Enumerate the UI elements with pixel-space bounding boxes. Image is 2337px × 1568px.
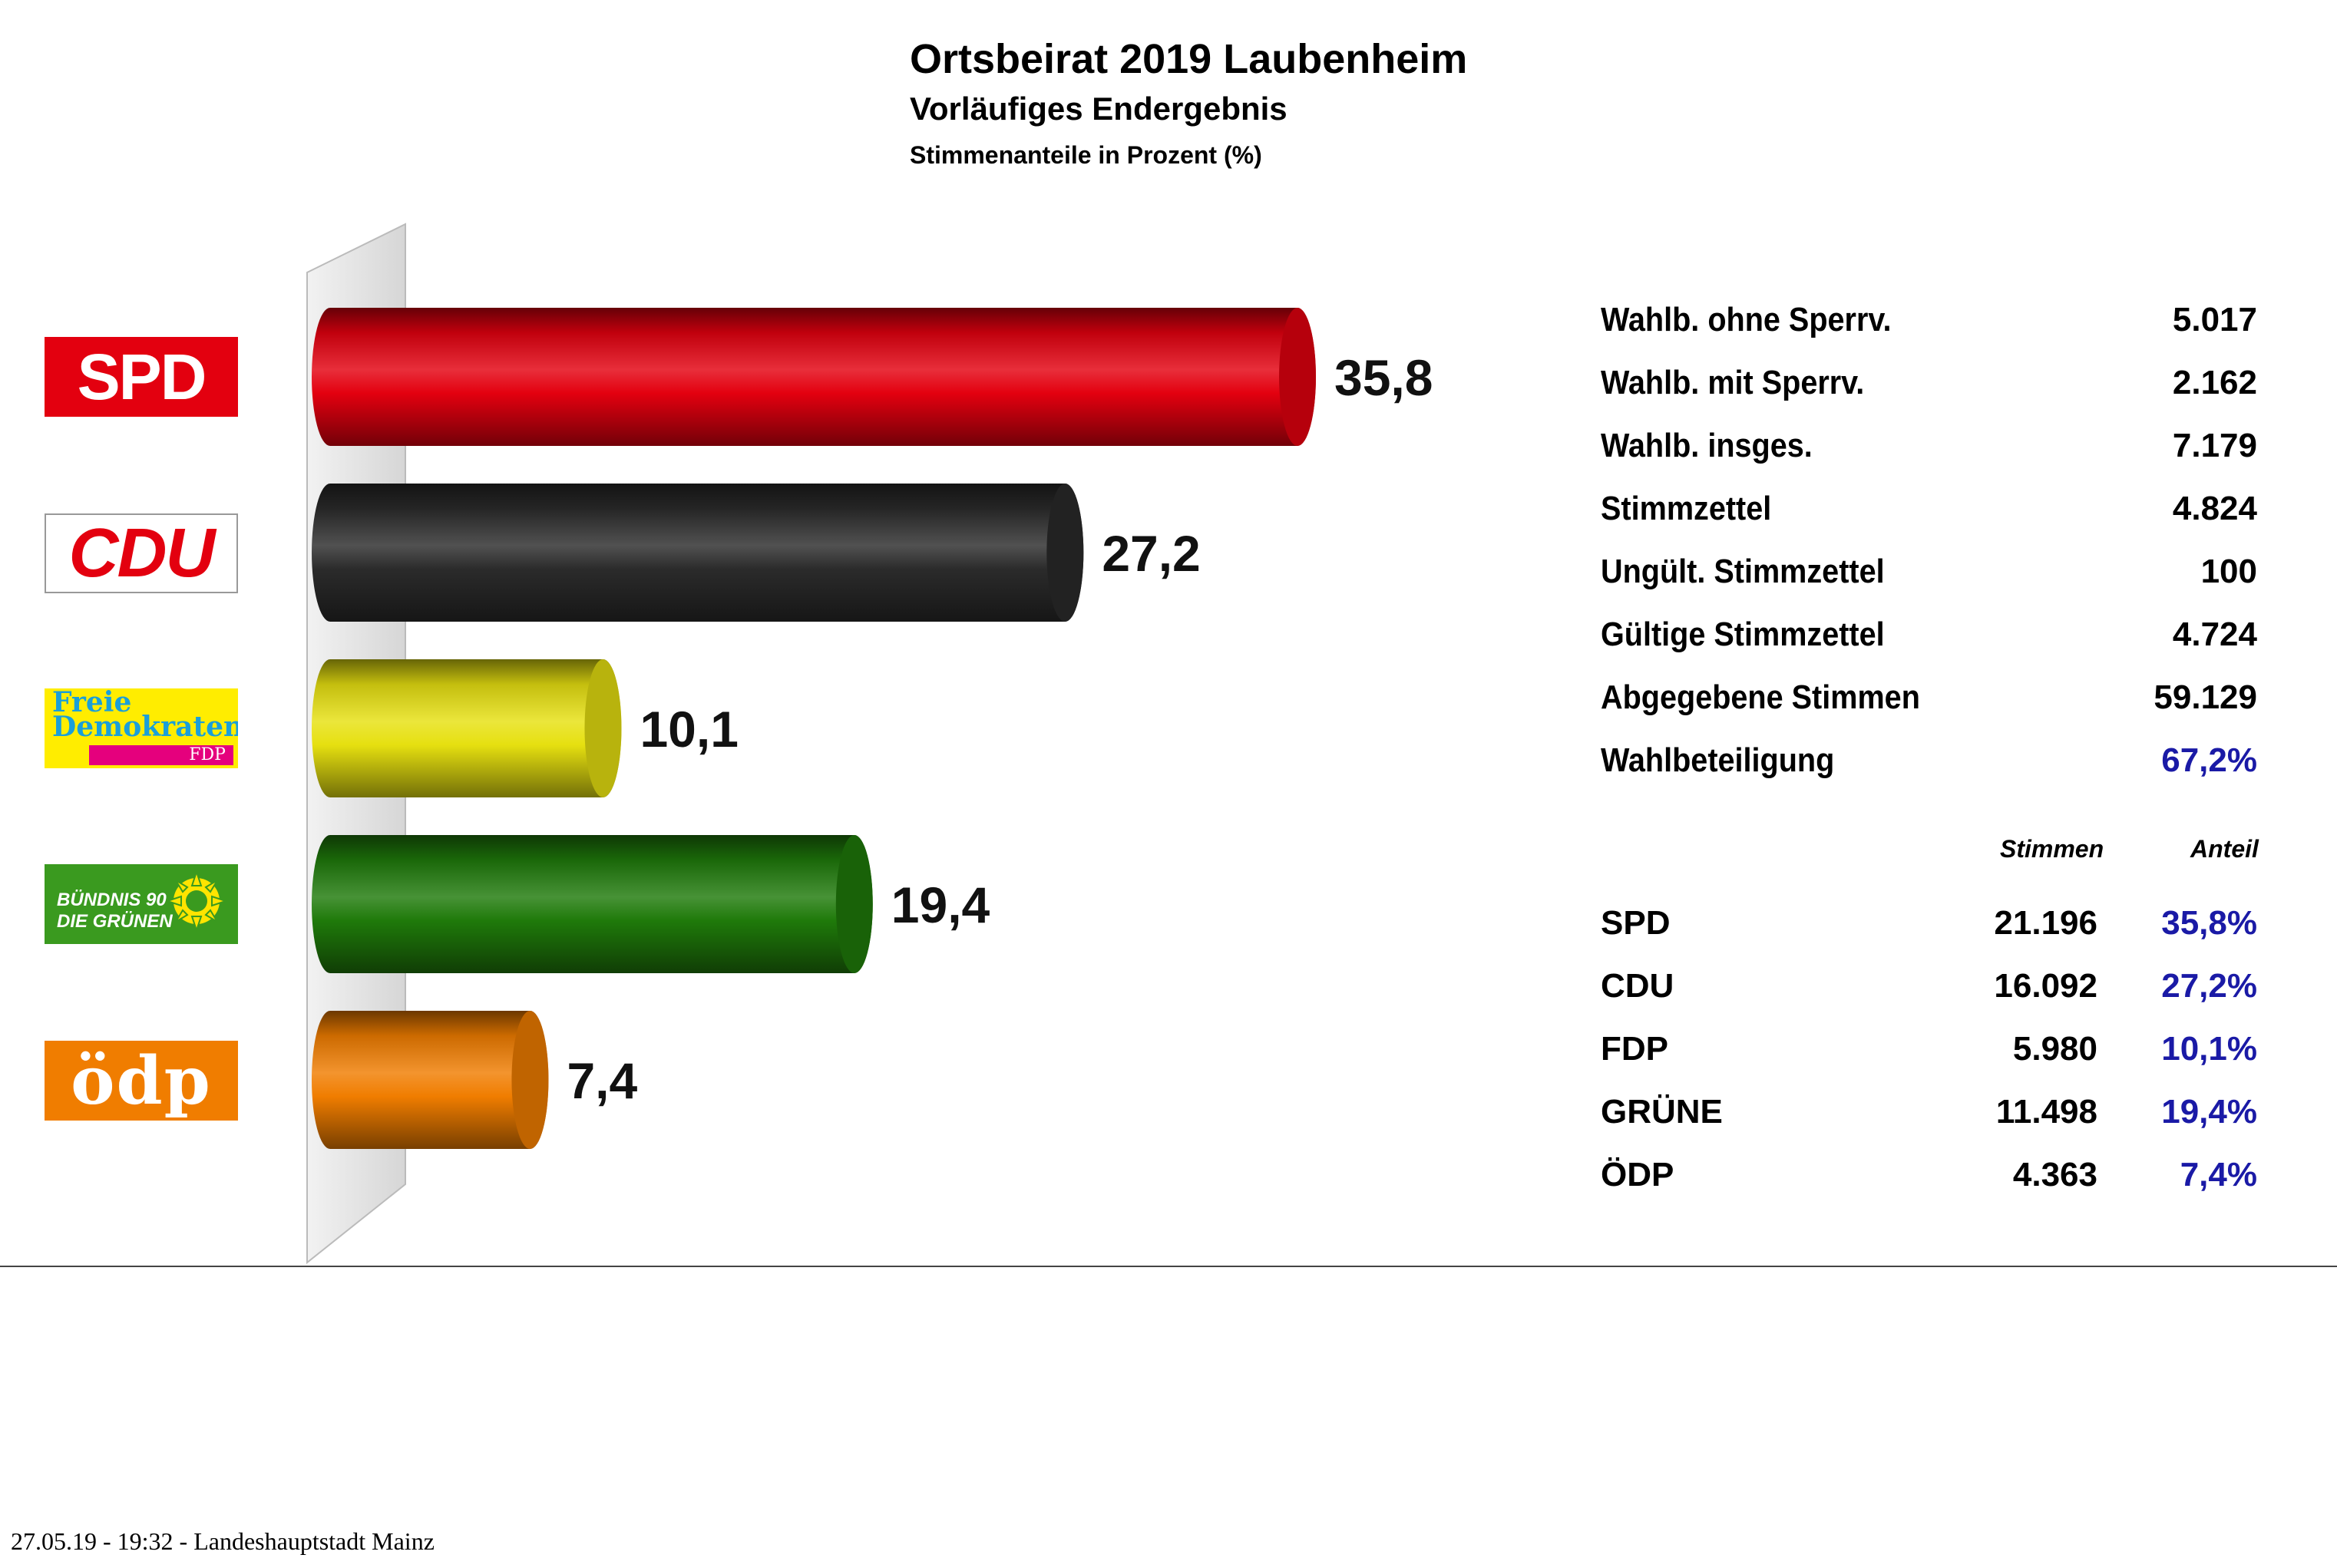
bar-oedp [312, 1011, 549, 1149]
bottom-rule [0, 1266, 2337, 1267]
oedp-logo-text: ödp [71, 1041, 212, 1120]
spd-logo-text: SPD [77, 340, 207, 413]
spd-logo: SPD [45, 337, 238, 417]
stat-label: Abgegebene Stimmen [1601, 678, 1920, 716]
stat-label: Ungült. Stimmzettel [1601, 553, 1885, 590]
result-share: 19,4% [2161, 1093, 2257, 1131]
stat-value: 7.179 [2172, 427, 2257, 464]
stat-value: 4.824 [2172, 490, 2257, 527]
result-votes: 5.980 [2012, 1030, 2097, 1068]
bar-chart: 35,8 27,2 10,1 19,4 7,4 [306, 223, 1433, 1265]
cdu-logo-text: CDU [68, 514, 216, 592]
fdp-logo-line2: Demokraten [52, 711, 238, 743]
oedp-logo: ödp [45, 1041, 238, 1121]
gruene-logo: BÜNDNIS 90 DIE GRÜNEN [45, 864, 238, 944]
bar-cap-spd [1279, 308, 1316, 446]
bar-cdu [312, 484, 1084, 622]
bar-spd [312, 308, 1316, 446]
stat-label: Gültige Stimmzettel [1601, 616, 1885, 653]
cdu-logo: CDU [45, 513, 238, 593]
column-head-votes: Stimmen [2000, 835, 2104, 863]
stat-value: 100 [2200, 553, 2257, 590]
fdp-logo-line3: FDP [89, 745, 233, 765]
result-share: 10,1% [2161, 1030, 2257, 1068]
bar-cap-gruene [835, 835, 873, 973]
stat-label: Wahlb. mit Sperrv. [1601, 364, 1865, 401]
bar-value-label: 7,4 [567, 1052, 637, 1109]
stat-label: Wahlbeteiligung [1601, 741, 1835, 779]
result-votes: 4.363 [2012, 1156, 2097, 1193]
result-party: SPD [1601, 904, 1671, 942]
bar-fdp [312, 659, 622, 797]
bar-cap-oedp [511, 1011, 549, 1149]
chart-subtitle: Vorläufiges Endergebnis [910, 91, 1287, 127]
stat-value: 2.162 [2172, 364, 2257, 401]
bar-series [312, 308, 1316, 1149]
bar-cap-fdp [584, 659, 622, 797]
footer-text: 27.05.19 - 19:32 - Landeshauptstadt Main… [11, 1527, 435, 1555]
stat-label: Stimmzettel [1601, 490, 1772, 527]
title-block: Ortsbeirat 2019 Laubenheim Vorläufiges E… [910, 32, 1467, 178]
result-share: 27,2% [2161, 967, 2257, 1005]
result-party: FDP [1601, 1030, 1668, 1068]
result-party: CDU [1601, 967, 1674, 1005]
result-party: ÖDP [1601, 1156, 1674, 1193]
result-votes: 16.092 [1994, 967, 2097, 1005]
sunflower-icon [166, 870, 227, 932]
bar-value-label: 19,4 [891, 876, 990, 933]
stat-label: Wahlb. insges. [1601, 427, 1813, 464]
result-votes: 11.498 [1995, 1093, 2097, 1131]
gruene-logo-line2: DIE GRÜNEN [57, 911, 173, 932]
result-share: 7,4% [2180, 1156, 2257, 1193]
result-party: GRÜNE [1601, 1093, 1723, 1131]
fdp-logo: Freie Demokraten FDP [45, 688, 238, 768]
bar-gruene [312, 835, 873, 973]
stat-value: 67,2% [2161, 741, 2257, 779]
bar-cap-cdu [1046, 484, 1084, 622]
stat-value: 4.724 [2172, 616, 2257, 653]
stat-label: Wahlb. ohne Sperrv. [1601, 301, 1892, 338]
bar-value-labels: 35,8 27,2 10,1 19,4 7,4 [567, 349, 1433, 1109]
gruene-logo-line1: BÜNDNIS 90 [57, 890, 167, 910]
chart-unit-note: Stimmenanteile in Prozent (%) [910, 141, 1262, 169]
stat-value: 59.129 [2154, 678, 2257, 716]
bar-value-label: 10,1 [640, 701, 738, 758]
result-votes: 21.196 [1994, 904, 2097, 942]
fdp-logo-line1: Freie [52, 688, 132, 718]
result-share: 35,8% [2161, 904, 2257, 942]
column-head-share: Anteil [2190, 835, 2259, 863]
chart-title: Ortsbeirat 2019 Laubenheim [910, 36, 1468, 82]
bar-value-label: 27,2 [1102, 525, 1200, 582]
bar-value-label: 35,8 [1334, 349, 1433, 406]
stat-value: 5.017 [2172, 301, 2257, 338]
